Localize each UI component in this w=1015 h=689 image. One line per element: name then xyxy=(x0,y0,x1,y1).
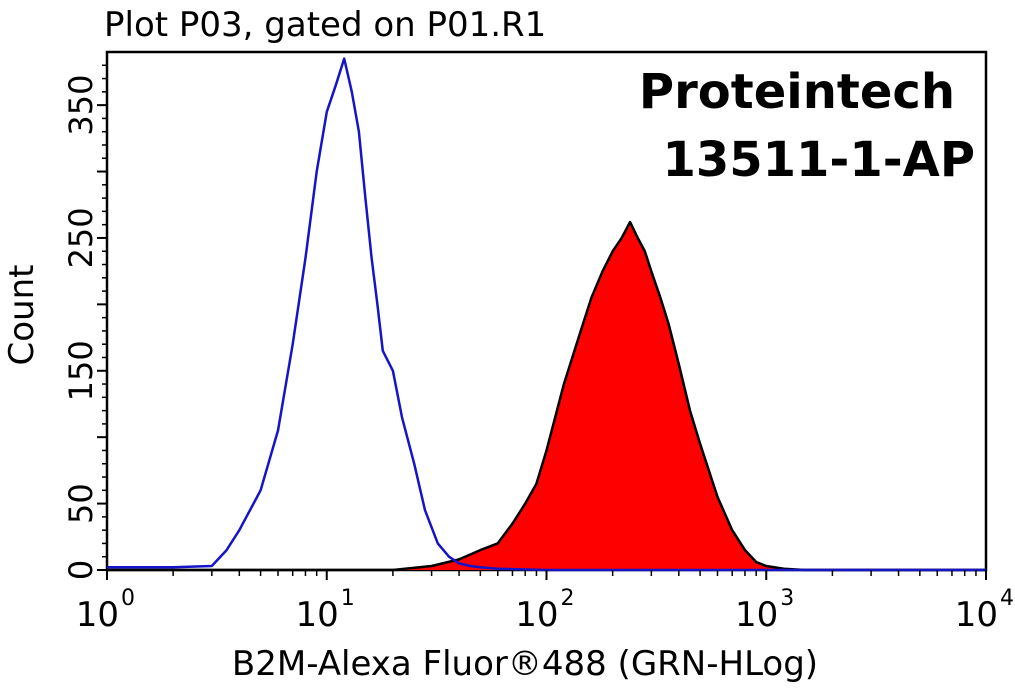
y-tick-label: 50 xyxy=(62,483,100,524)
y-tick-label: 250 xyxy=(62,207,100,268)
x-tick-label: 10 xyxy=(735,595,778,635)
series-0-line xyxy=(107,57,986,572)
series-1-area xyxy=(107,222,986,570)
x-axis-label: B2M-Alexa Fluor®488 (GRN-HLog) xyxy=(232,644,818,684)
x-tick-exponent: 0 xyxy=(121,586,135,611)
series-layer xyxy=(107,57,986,572)
x-tick-label: 10 xyxy=(76,595,119,635)
annotation-brand: Proteintech xyxy=(639,64,955,120)
x-tick-exponent: 2 xyxy=(561,586,575,611)
y-tick-label: 150 xyxy=(62,340,100,401)
x-tick-label: 10 xyxy=(955,595,998,635)
x-tick-exponent: 1 xyxy=(341,586,355,611)
x-tick-exponent: 4 xyxy=(1000,586,1014,611)
annotation-catalog: 13511-1-AP xyxy=(662,132,975,188)
y-tick-label: 0 xyxy=(62,560,100,580)
y-tick-label: 350 xyxy=(62,75,100,136)
series-1-line xyxy=(107,220,986,572)
x-tick-label: 10 xyxy=(515,595,558,635)
y-axis: 0 50 150 250 350 xyxy=(62,64,107,580)
x-axis: 10 0 10 1 10 2 10 3 10 4 xyxy=(76,570,1014,635)
x-tick-exponent: 3 xyxy=(780,586,794,611)
y-axis-label: Count xyxy=(2,265,42,366)
x-tick-label: 10 xyxy=(295,595,338,635)
chart-title: Plot P03, gated on P01.R1 xyxy=(104,5,546,45)
